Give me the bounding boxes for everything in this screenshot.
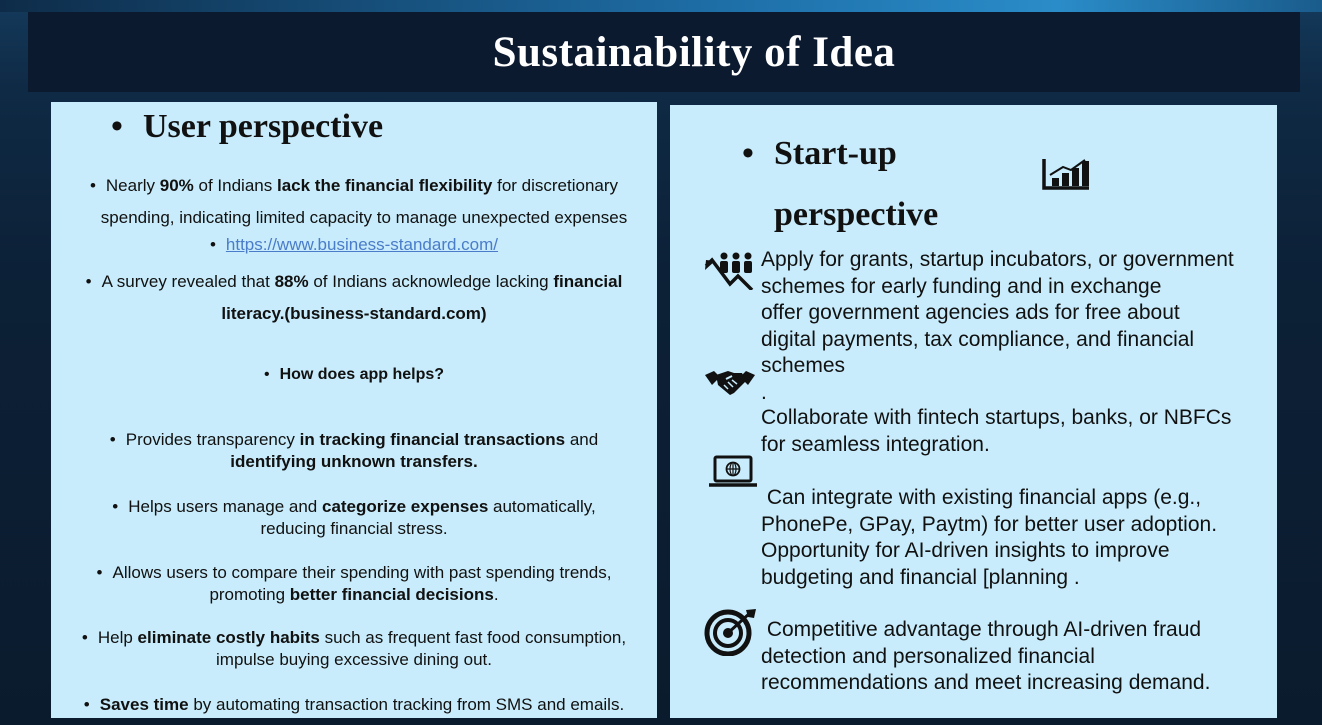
bar-chart-icon <box>1042 159 1089 190</box>
startup-integrate-text: Can integrate with existing financial ap… <box>761 486 1218 589</box>
stat-88-percent: • A survey revealed that 88% of Indians a… <box>85 272 623 323</box>
benefit-habits: • Help eliminate costly habits such as fr… <box>81 628 627 669</box>
laptop-globe-icon <box>709 455 757 487</box>
startup-grants-text: Apply for grants, startup incubators, or… <box>761 248 1234 404</box>
growth-people-icon <box>704 252 754 290</box>
title-bar: Sustainability of Idea <box>28 12 1300 92</box>
user-perspective-panel: • User perspective • Nearly 90% of Indians… <box>51 102 657 718</box>
stat-90-percent: • Nearly 90% of Indians lack the financia… <box>89 176 628 227</box>
startup-heading-line2: perspective <box>774 196 939 233</box>
business-standard-link[interactable]: https://www.business-standard.com/ <box>225 235 499 254</box>
handshake-icon <box>705 371 755 395</box>
benefit-transparency: • Provides transparency in tracking finan… <box>109 430 599 471</box>
startup-perspective-panel: • Start-up perspective <box>670 105 1277 718</box>
user-perspective-heading: • User perspective <box>111 108 384 145</box>
benefit-saves-time: • Saves time by automating transaction tr… <box>83 695 625 714</box>
target-icon <box>704 609 756 656</box>
startup-heading-line1: • Start-up <box>742 135 897 172</box>
top-accent-bar <box>0 0 1322 12</box>
source-link-item: • https://www.business-standard.com/ <box>209 235 499 254</box>
startup-collaborate-text: Collaborate with fintech startups, banks… <box>761 406 1232 456</box>
startup-competitive-text: Competitive advantage through AI-driven … <box>761 618 1211 694</box>
slide-title: Sustainability of Idea <box>492 28 896 76</box>
benefit-compare: • Allows users to compare their spending … <box>96 563 612 604</box>
how-app-helps: • How does app helps? <box>263 366 445 383</box>
benefit-categorize: • Helps users manage and categorize expen… <box>112 497 596 538</box>
